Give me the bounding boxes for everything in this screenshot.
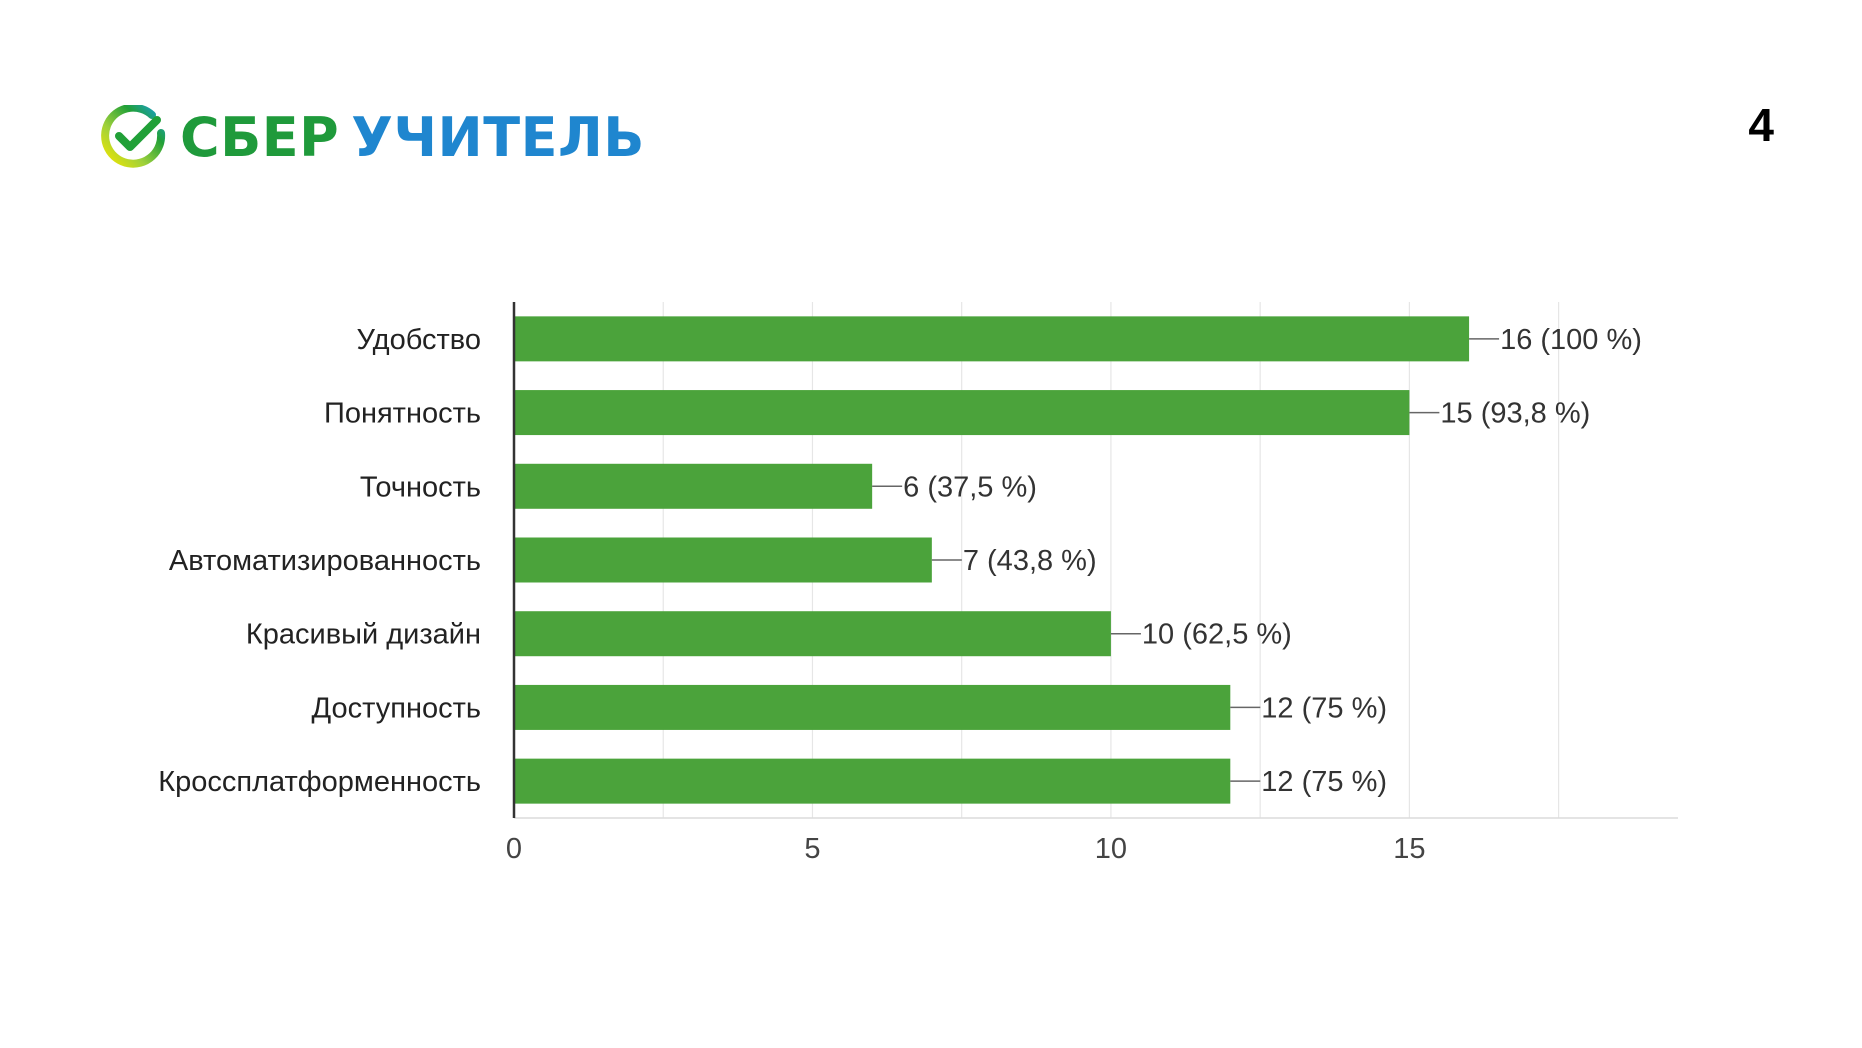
x-tick-label: 10 xyxy=(1095,833,1127,865)
sber-logo-icon xyxy=(101,104,166,168)
category-label: Кроссплатформенность xyxy=(158,766,481,798)
bar xyxy=(514,537,932,583)
x-tick-label: 5 xyxy=(804,833,820,865)
x-tick-label: 0 xyxy=(506,833,522,865)
category-label: Понятность xyxy=(324,398,481,430)
value-label: 7 (43,8 %) xyxy=(963,545,1097,577)
logo-wordmark: СБЕР УЧИТЕЛЬ xyxy=(180,110,645,165)
x-tick-label: 15 xyxy=(1393,833,1425,865)
sber-teacher-logo: СБЕР УЧИТЕЛЬ xyxy=(100,100,645,175)
bar xyxy=(514,390,1410,436)
bar xyxy=(514,684,1231,730)
slide-number: 4 xyxy=(1748,99,1774,151)
value-label: 15 (93,8 %) xyxy=(1440,398,1590,430)
bar xyxy=(514,463,873,509)
value-label: 6 (37,5 %) xyxy=(903,471,1037,503)
category-label: Точность xyxy=(360,471,481,503)
bar xyxy=(514,611,1111,657)
value-label: 12 (75 %) xyxy=(1261,692,1387,724)
logo-brand-text: СБЕР xyxy=(180,105,340,169)
category-label: Красивый дизайн xyxy=(246,619,481,651)
category-label: Автоматизированность xyxy=(169,545,481,577)
value-label: 10 (62,5 %) xyxy=(1142,619,1292,651)
bar xyxy=(514,758,1231,804)
bar xyxy=(514,316,1470,362)
logo-product-text: УЧИТЕЛЬ xyxy=(351,105,645,169)
category-label: Доступность xyxy=(312,692,481,724)
category-label: Удобство xyxy=(357,324,481,356)
value-label: 16 (100 %) xyxy=(1500,324,1642,356)
value-label: 12 (75 %) xyxy=(1261,766,1387,798)
